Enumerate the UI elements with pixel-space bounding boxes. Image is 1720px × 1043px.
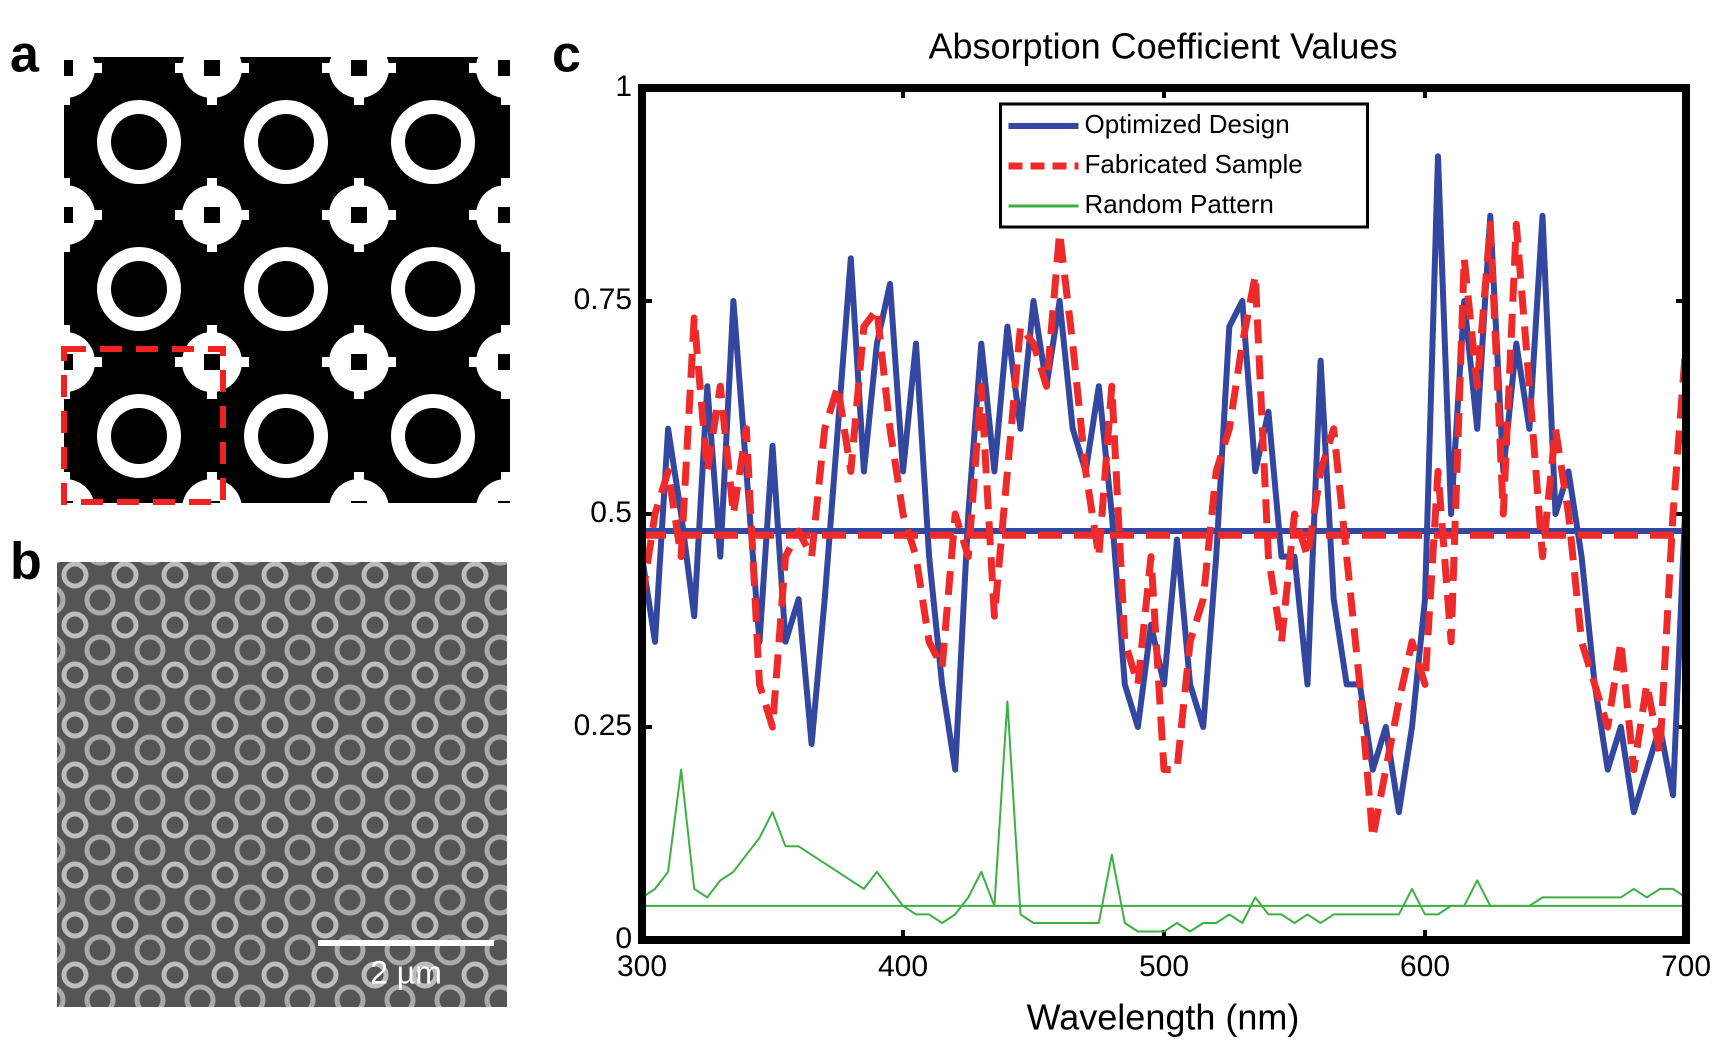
x-tick-label: 500: [1139, 950, 1189, 983]
chart-title: Absorption Coefficient Values: [929, 26, 1398, 67]
legend-label: Fabricated Sample: [1085, 149, 1303, 179]
x-tick-label: 600: [1400, 950, 1450, 983]
sem-image: [57, 562, 507, 1007]
data-line: [642, 153, 1686, 816]
legend: Optimized Design Fabricated Sample Random …: [999, 102, 1369, 229]
panel-label: b: [10, 533, 42, 591]
series: [642, 700, 1686, 933]
unit-cell-outline: [61, 346, 226, 505]
legend-label: Optimized Design: [1085, 109, 1290, 139]
data-line: [642, 220, 1686, 842]
y-tick-label: 0.25: [574, 709, 632, 742]
legend-label: Random Pattern: [1085, 189, 1274, 219]
scale-bar-label: 2 µm: [370, 954, 442, 990]
x-tick-label: 300: [617, 950, 667, 983]
plot-frame: [638, 84, 1690, 944]
series: [642, 220, 1686, 842]
y-tick-label: 1: [615, 70, 632, 103]
data-line: [642, 700, 1686, 933]
y-tick-label: 0: [615, 922, 632, 955]
x-axis-label: Wavelength (nm): [1027, 997, 1300, 1038]
y-tick-label: 0.5: [590, 496, 632, 529]
y-tick-label: 0.75: [574, 283, 632, 316]
panel-label: a: [10, 26, 40, 84]
series: [642, 153, 1686, 816]
panel-label: c: [552, 26, 581, 84]
x-tick-label: 700: [1661, 950, 1711, 983]
design-pattern: [64, 57, 510, 503]
x-tick-label: 400: [878, 950, 928, 983]
